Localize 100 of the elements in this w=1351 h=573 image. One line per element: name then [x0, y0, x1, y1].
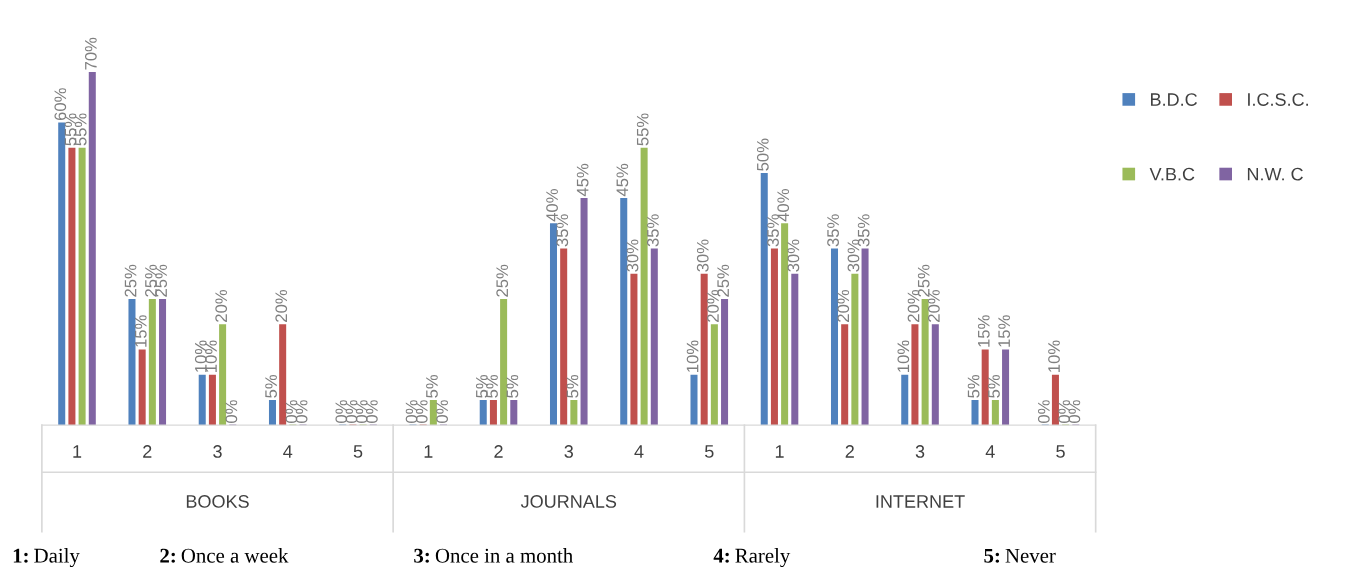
data-label: 15% [998, 315, 1011, 347]
bar [901, 374, 909, 426]
bar [549, 223, 557, 426]
bar [1002, 349, 1010, 426]
text: 5: Never [984, 548, 1056, 563]
data-label: 20% [837, 289, 850, 322]
data-label: 10% [686, 340, 699, 372]
bar [971, 399, 979, 426]
bar [208, 374, 216, 426]
bar [791, 273, 799, 426]
bar [88, 71, 96, 426]
bar [760, 172, 768, 426]
text: JOURNALS [520, 495, 617, 508]
data-label: 35% [646, 214, 659, 247]
data-label: 25% [717, 264, 730, 297]
bar [710, 324, 718, 426]
data-label: 5% [486, 374, 498, 398]
bar [560, 248, 568, 426]
bar [279, 324, 287, 426]
bar [830, 248, 839, 426]
data-label: 15% [977, 315, 990, 347]
bar [931, 324, 939, 426]
x-tick-label: 1 [73, 445, 82, 458]
legend-label: I.C.S.C. [1248, 93, 1308, 106]
text: INTERNET [876, 495, 965, 508]
x-tick-label: 2 [845, 445, 854, 458]
x-tick-label: 3 [915, 445, 925, 458]
data-label: 25% [155, 264, 168, 297]
bar [981, 349, 989, 426]
text: 3: Once in a month [414, 548, 573, 563]
data-label: 5% [265, 374, 277, 398]
data-label: 35% [556, 214, 569, 247]
data-label: 20% [707, 289, 719, 322]
legend-label: V.B.C [1149, 167, 1195, 181]
bar [650, 248, 658, 426]
data-label: 20% [275, 289, 288, 322]
text: 1: Daily [13, 548, 80, 567]
data-label: 0% [345, 400, 358, 423]
bar [781, 223, 789, 426]
bar [841, 324, 849, 426]
data-label: 45% [616, 163, 629, 197]
text: 2: Once a week [160, 548, 289, 563]
data-label: 5% [426, 374, 438, 398]
bar [268, 399, 276, 426]
bar [570, 399, 578, 426]
text: 4: Rarely [713, 548, 791, 567]
data-label: 0% [355, 400, 368, 423]
bar [851, 273, 859, 426]
data-label: 10% [897, 340, 910, 372]
data-label: 10% [1048, 340, 1060, 372]
data-label: 5% [475, 374, 488, 398]
bar [580, 198, 588, 426]
data-label: 35% [827, 214, 839, 247]
bar [500, 299, 508, 426]
data-label: 10% [194, 340, 207, 372]
x-tick-label: 2 [494, 445, 503, 458]
bar [219, 324, 227, 426]
data-label: 25% [124, 264, 137, 297]
x-tick-label: 5 [353, 445, 363, 458]
bar [770, 248, 778, 426]
data-label: 0% [1068, 400, 1081, 423]
bar [510, 399, 518, 426]
data-label: 5% [967, 374, 980, 398]
bar [1051, 374, 1059, 426]
x-tick-label: 4 [283, 445, 293, 458]
data-label: 70% [84, 37, 97, 70]
data-label: 0% [225, 400, 238, 423]
bar [690, 374, 698, 426]
legend-label: N.W. C [1247, 167, 1303, 181]
bar [991, 399, 999, 426]
data-label: 40% [546, 189, 558, 222]
bar [620, 198, 628, 426]
bar [630, 273, 638, 426]
data-label: 25% [496, 264, 509, 297]
x-tick-label: 2 [143, 445, 152, 458]
x-tick-label: 5 [704, 445, 714, 458]
data-label: 30% [696, 239, 709, 272]
bar [721, 299, 729, 426]
data-label: 30% [626, 239, 639, 272]
data-label: 40% [777, 189, 790, 222]
data-label: 5% [988, 374, 1000, 398]
bar [148, 299, 156, 426]
x-tick-label: 3 [564, 445, 573, 458]
bar [198, 374, 206, 426]
bar [128, 299, 136, 426]
data-label: 0% [1058, 400, 1071, 423]
text: BOOKS [186, 495, 249, 508]
data-label: 55% [74, 113, 87, 146]
x-tick-label: 4 [985, 445, 995, 458]
bar [640, 147, 648, 426]
data-label: 60% [54, 88, 67, 121]
data-label: 0% [335, 400, 348, 423]
data-label: 30% [787, 239, 800, 272]
bar [861, 248, 869, 426]
x-tick-label: 4 [634, 445, 644, 458]
data-label: 0% [365, 400, 378, 423]
data-label: 5% [506, 374, 519, 398]
data-label: 50% [756, 138, 769, 171]
data-label: 35% [767, 214, 779, 247]
bar [138, 349, 146, 426]
